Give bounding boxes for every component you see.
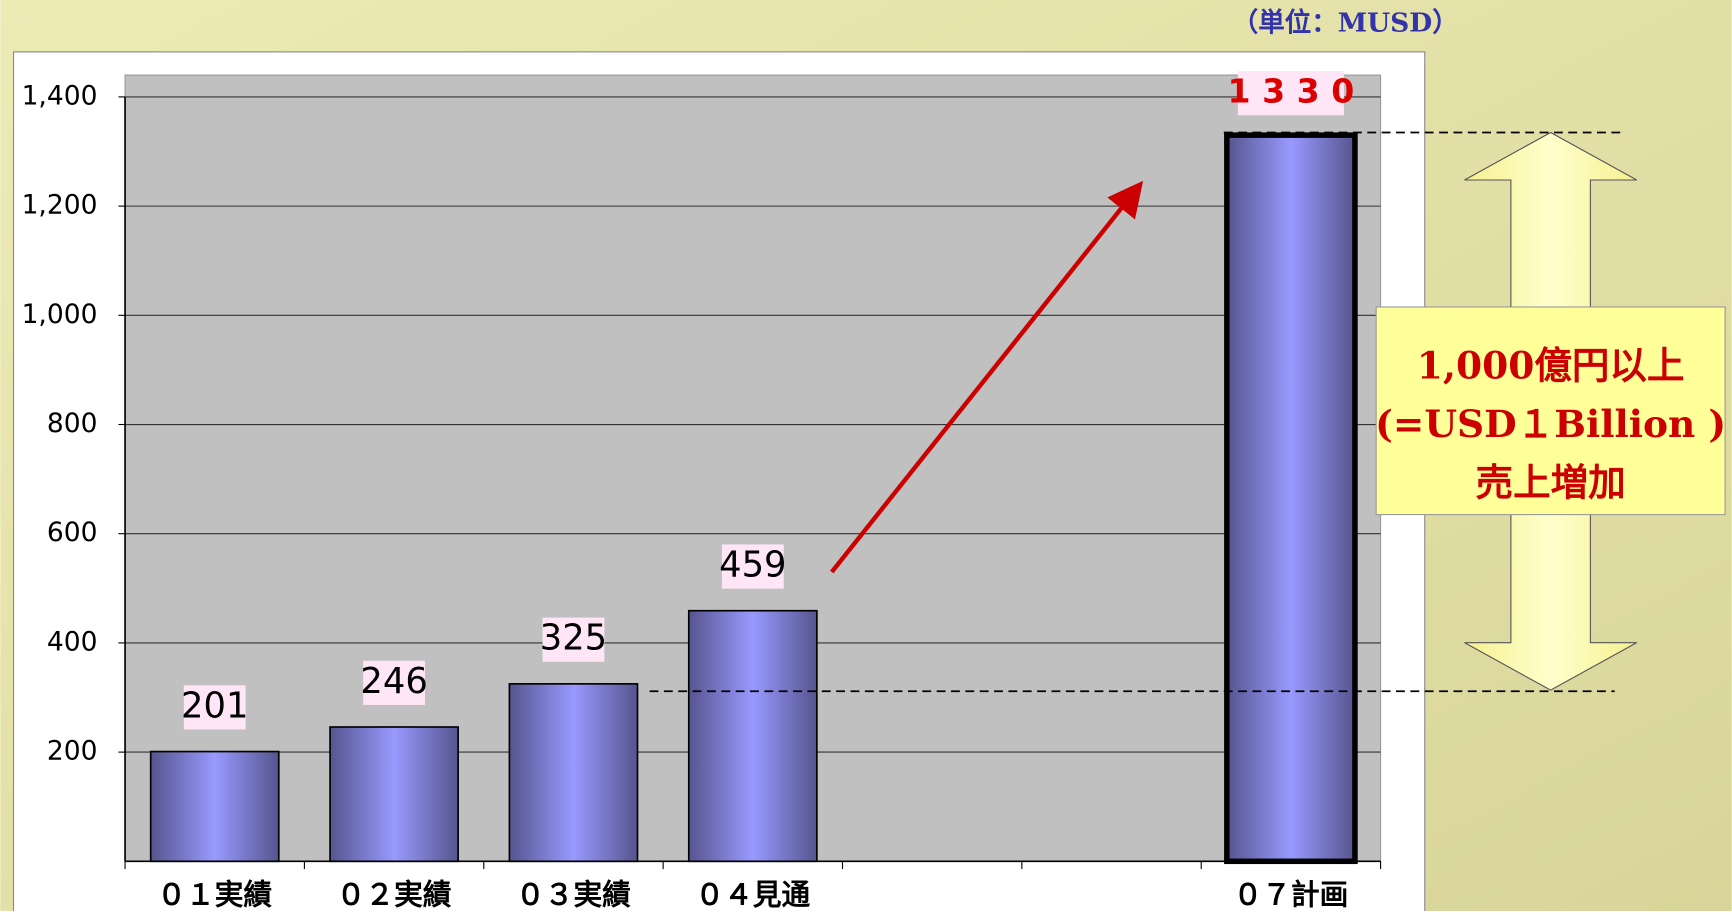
x-tick-label: ０７計画: [1233, 878, 1348, 911]
data-label-bg: [183, 685, 246, 730]
data-label-group: 459: [719, 544, 787, 589]
data-label: 459: [719, 545, 786, 586]
data-label-bg: [1237, 71, 1344, 116]
x-tick-label: ０４見通: [695, 878, 810, 911]
y-tick-label: 200: [47, 736, 98, 767]
y-tick-label: 400: [47, 626, 98, 657]
y-tick-label: 1,200: [22, 190, 98, 221]
annotation-box: [1375, 306, 1726, 516]
bar: [1224, 132, 1358, 865]
data-label-group: 1 3 3 0: [1228, 71, 1355, 116]
data-label: 201: [181, 685, 248, 726]
bar: [329, 726, 459, 863]
data-label: 1 3 3 0: [1228, 72, 1355, 111]
annotation-line: (=USD１Billion ): [1375, 402, 1726, 446]
x-tick-label: ０１実績: [157, 878, 272, 911]
y-tick-label: 800: [47, 408, 98, 439]
x-tick-label: ０２実績: [337, 878, 452, 911]
data-label-group: 201: [181, 685, 248, 730]
data-label-group: 246: [360, 660, 428, 705]
data-label-group: 325: [540, 617, 607, 662]
plot: 200 400 600 800 1,000 1,200 1,400 ０１実績 201 ０２実績 24…: [22, 71, 1382, 912]
data-label-bg: [542, 617, 605, 662]
growth-arrow: [830, 180, 1144, 574]
x-tick-label: ０３実績: [516, 878, 631, 911]
unit-label: （単位：MUSD）: [1232, 7, 1459, 38]
annotation-line: 1,000億円以上: [1417, 343, 1685, 387]
bar: [508, 683, 639, 863]
data-label: 246: [360, 661, 427, 702]
bar: [149, 750, 280, 863]
data-label-bg: [721, 544, 784, 589]
bar: [687, 609, 818, 863]
annotation-line: 売上増加: [1476, 460, 1626, 504]
y-tick-label: 1,000: [22, 299, 98, 330]
data-label-bg: [363, 660, 426, 705]
data-label: 325: [540, 618, 607, 659]
y-tick-label: 600: [47, 517, 98, 548]
y-tick-label: 1,400: [22, 80, 98, 111]
